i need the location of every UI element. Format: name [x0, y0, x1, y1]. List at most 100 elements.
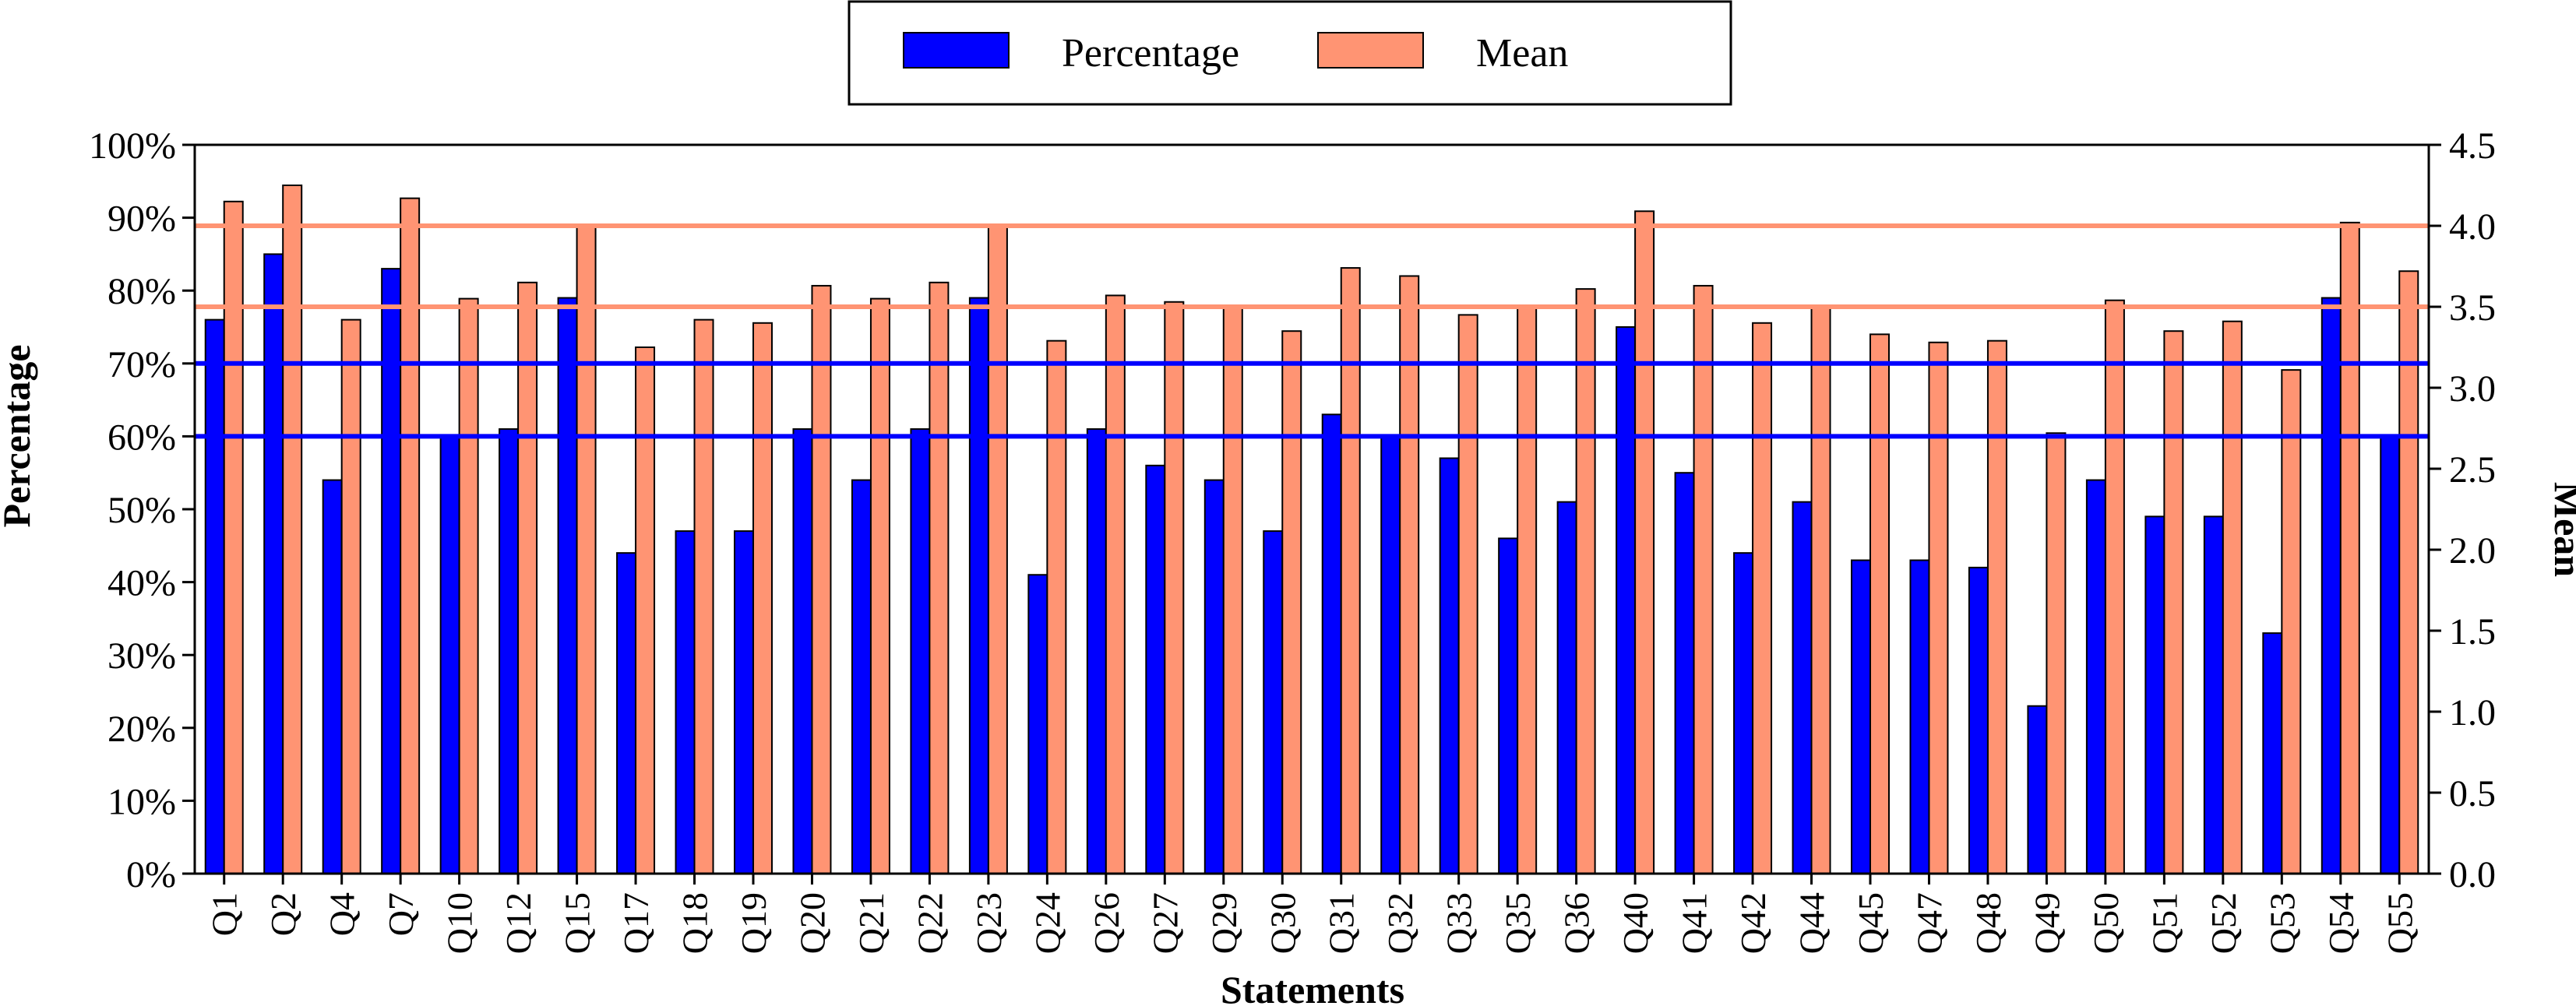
- x-tick-label: Q33: [1440, 892, 1479, 954]
- right-tick-label: 2.5: [2449, 449, 2496, 491]
- x-tick-label: Q42: [1733, 892, 1773, 954]
- right-tick-label: 3.5: [2449, 287, 2496, 329]
- left-tick-label: 90%: [107, 199, 176, 240]
- bar-mean-q47: [1928, 341, 1949, 874]
- bar-percentage-q4: [322, 479, 343, 874]
- bar-mean-q50: [2104, 299, 2125, 874]
- bar-percentage-q36: [1556, 501, 1577, 874]
- bar-mean-q48: [1986, 339, 2007, 874]
- bar-mean-q7: [400, 197, 421, 874]
- x-tick-label: Q40: [1616, 892, 1655, 954]
- x-tick-label: Q48: [1968, 892, 2008, 954]
- x-axis: Q1 Q2 Q4 Q7 Q10 Q12 Q15 Q17 Q18 Q19 Q20 Q21 Q22 Q23 Q2…: [205, 874, 2419, 954]
- bar-mean-q18: [693, 318, 714, 874]
- x-tick-label: Q1: [205, 892, 245, 936]
- right-tick-label: 4.0: [2449, 206, 2496, 248]
- bar-percentage-q30: [1263, 530, 1284, 875]
- left-tick-label: 80%: [107, 271, 176, 312]
- left-axis-title: Percentage: [0, 344, 38, 527]
- bar-percentage-q1: [204, 318, 225, 874]
- x-tick-label: Q29: [1204, 892, 1244, 954]
- right-axis-title: Mean: [2546, 482, 2576, 577]
- bar-mean-q1: [223, 200, 244, 874]
- right-tick-label: 1.0: [2449, 692, 2496, 733]
- bar-percentage-q31: [1321, 413, 1342, 874]
- bar-percentage-q51: [2144, 515, 2165, 874]
- x-tick-label: Q36: [1557, 892, 1597, 954]
- bar-percentage-q55: [2380, 435, 2401, 874]
- bar-mean-q52: [2222, 320, 2243, 875]
- bars-layer: [204, 185, 2419, 875]
- right-tick-label: 2.0: [2449, 530, 2496, 572]
- right-tick-label: 1.5: [2449, 611, 2496, 652]
- bar-mean-q27: [1164, 301, 1185, 874]
- x-tick-label: Q44: [1792, 892, 1832, 954]
- x-tick-label: Q51: [2144, 892, 2184, 954]
- x-tick-label: Q15: [558, 892, 597, 954]
- legend: Percentage Mean: [848, 0, 1732, 106]
- right-tick-label: 3.0: [2449, 368, 2496, 410]
- bar-mean-q35: [1517, 306, 1538, 874]
- bar-mean-q41: [1693, 284, 1714, 874]
- bar-mean-q44: [1810, 306, 1831, 874]
- bar-mean-q19: [752, 322, 773, 874]
- bar-percentage-q47: [1909, 559, 1930, 875]
- x-tick-label: Q55: [2380, 892, 2419, 954]
- left-tick-label: 100%: [89, 125, 176, 167]
- x-tick-label: Q35: [1498, 892, 1538, 954]
- bar-mean-q26: [1105, 294, 1126, 874]
- bar-percentage-q41: [1674, 472, 1695, 874]
- bar-mean-q51: [2163, 330, 2184, 874]
- x-tick-label: Q27: [1145, 892, 1185, 954]
- bar-percentage-q32: [1380, 435, 1401, 874]
- bar-mean-q23: [987, 225, 1008, 874]
- x-tick-label: Q30: [1263, 892, 1302, 954]
- bar-percentage-q7: [381, 268, 402, 874]
- bar-mean-q15: [576, 225, 597, 874]
- x-tick-label: Q31: [1322, 892, 1362, 954]
- bar-percentage-q17: [616, 552, 637, 874]
- left-axis: 0% 10% 20% 30% 40% 50% 60% 70% 80% 90% 100%: [89, 125, 195, 895]
- bar-percentage-q26: [1086, 428, 1107, 874]
- x-tick-label: Q49: [2027, 892, 2067, 954]
- bar-mean-q2: [282, 185, 303, 874]
- right-tick-label: 0.5: [2449, 773, 2496, 814]
- bar-mean-q10: [458, 297, 479, 875]
- bar-percentage-q33: [1439, 457, 1460, 874]
- bar-mean-q36: [1575, 288, 1596, 874]
- bar-mean-q53: [2281, 369, 2302, 874]
- bar-percentage-q21: [851, 479, 872, 874]
- left-tick-label: 0%: [126, 854, 176, 895]
- right-tick-label: 0.0: [2449, 854, 2496, 895]
- x-tick-label: Q4: [322, 892, 362, 936]
- x-tick-label: Q45: [1851, 892, 1891, 954]
- x-tick-label: Q32: [1380, 892, 1420, 954]
- legend-label-percentage: Percentage: [1062, 31, 1239, 76]
- bar-mean-q40: [1634, 210, 1655, 874]
- bar-percentage-q52: [2203, 515, 2224, 874]
- bar-percentage-q24: [1027, 574, 1048, 874]
- right-axis: 0.0 0.5 1.0 1.5 2.0 2.5 3.0 3.5 4.0 4.5: [2429, 125, 2496, 895]
- bar-mean-q30: [1281, 330, 1302, 874]
- x-tick-label: Q12: [499, 892, 538, 954]
- bar-mean-q49: [2046, 432, 2067, 874]
- left-tick-label: 10%: [107, 781, 176, 822]
- bar-percentage-q42: [1733, 552, 1754, 874]
- bar-percentage-q45: [1851, 559, 1871, 875]
- x-tick-label: Q20: [792, 892, 832, 954]
- reference-lines-layer: [195, 223, 2429, 439]
- bar-percentage-q20: [792, 428, 813, 874]
- bar-percentage-q40: [1616, 326, 1637, 874]
- x-tick-label: Q54: [2321, 892, 2361, 954]
- x-tick-label: Q10: [440, 892, 480, 954]
- right-tick-label: 4.5: [2449, 125, 2496, 167]
- bar-percentage-q54: [2321, 297, 2342, 874]
- left-tick-label: 50%: [107, 490, 176, 531]
- x-tick-label: Q21: [851, 892, 891, 954]
- bar-percentage-q49: [2027, 705, 2048, 874]
- x-tick-label: Q18: [675, 892, 715, 954]
- x-tick-label: Q22: [910, 892, 950, 954]
- left-tick-label: 40%: [107, 563, 176, 604]
- legend-swatch-percentage: [903, 32, 1010, 69]
